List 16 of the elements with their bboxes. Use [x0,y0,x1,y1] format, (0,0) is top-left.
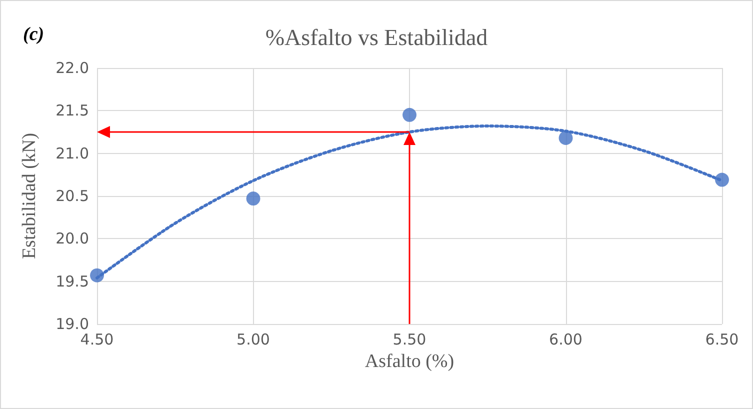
y-tick-label: 19.5 [56,272,89,290]
x-tick-label: 5.00 [236,330,270,348]
x-tick-label: 5.50 [392,330,426,348]
y-tick-label: 22.0 [56,59,89,77]
y-axis-title: Estabilidad (kN) [19,132,40,260]
x-tick-label: 4.50 [80,330,114,348]
chart-title: %Asfalto vs Estabilidad [265,25,488,50]
y-tick-label: 21.0 [56,144,89,162]
x-tick-label: 6.00 [549,330,582,348]
y-tick-label: 19.0 [56,315,89,333]
y-tick-label: 21.5 [56,102,89,120]
y-tick-label: 20.0 [56,230,89,248]
x-tick-label: 6.50 [705,330,739,348]
y-tick-label: 20.5 [56,187,89,205]
x-axis-title: Asfalto (%) [364,350,454,372]
text: (c) [23,24,44,45]
